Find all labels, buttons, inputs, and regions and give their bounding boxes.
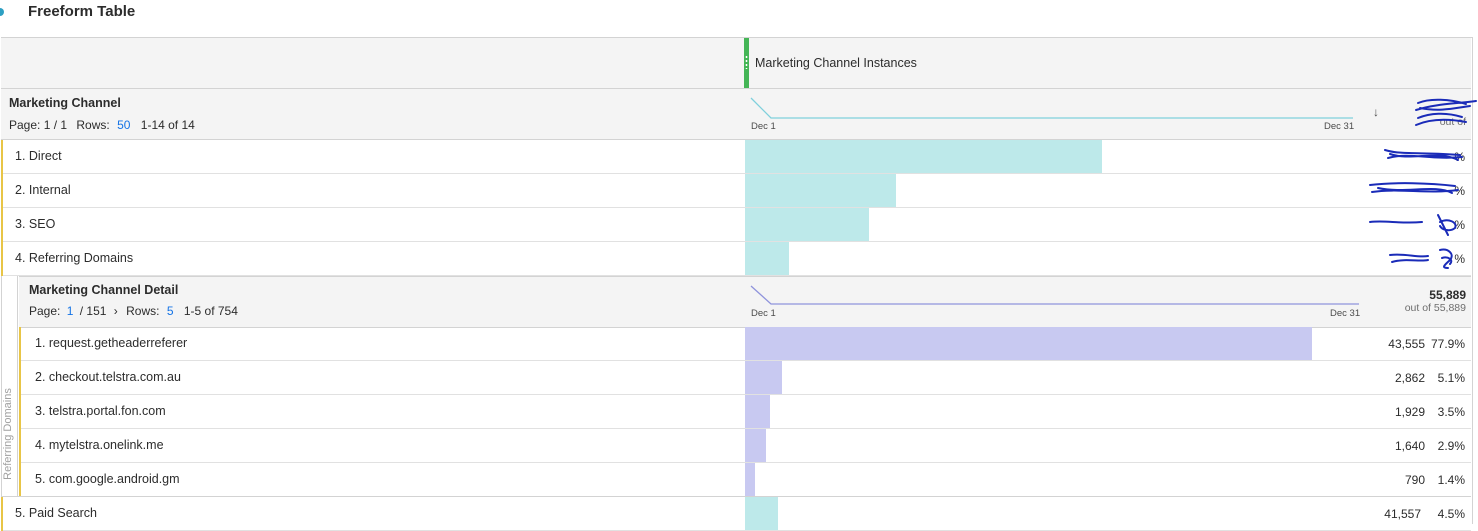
column-drag-handle[interactable]: [744, 38, 749, 88]
row-percent: 3.5%: [1437, 405, 1465, 419]
dimension-title[interactable]: Marketing Channel: [9, 96, 121, 110]
row-marker: [19, 463, 21, 497]
row-value: 43,555: [1388, 337, 1425, 351]
breakdown-pager: Page: 1 / 151 › Rows: 5 1-5 of 754: [29, 304, 238, 318]
row-marker: [1, 242, 3, 276]
breakdown-header: [19, 276, 1471, 328]
row-label[interactable]: 3. SEO: [15, 217, 56, 231]
sort-descending-icon[interactable]: ↓: [1373, 105, 1379, 119]
row-bar: [745, 140, 1102, 173]
dimension-pager: Page: 1 / 1 Rows: 50 1-14 of 14: [9, 118, 195, 132]
breakdown-total-caption: out of 55,889: [1404, 302, 1466, 314]
row-percent: %: [1454, 252, 1465, 266]
row-bar: [745, 429, 766, 462]
table-row[interactable]: 4. Referring Domains%: [1, 242, 1471, 276]
row-percent: 2.9%: [1437, 439, 1465, 453]
row-bar: [745, 463, 755, 496]
breakdown-divider: [17, 276, 18, 496]
metric-header-label[interactable]: Marketing Channel Instances: [755, 56, 917, 70]
sparkline-start-label: Dec 1: [751, 121, 776, 132]
row-bar: [745, 395, 770, 428]
row-value: 2,862: [1394, 371, 1425, 385]
row-label[interactable]: 2. Internal: [15, 183, 71, 197]
panel-collapse-toggle[interactable]: [0, 8, 4, 16]
row-marker: [19, 395, 21, 429]
table-row[interactable]: 1. Direct%: [1, 140, 1471, 174]
row-value: 41,557: [1384, 507, 1421, 521]
row-label[interactable]: 4. Referring Domains: [15, 251, 134, 265]
sparkline-end-label: Dec 31: [1324, 121, 1355, 132]
row-label[interactable]: 1. request.getheaderreferer: [35, 336, 188, 350]
row-bar: [745, 327, 1312, 360]
row-marker: [1, 140, 3, 174]
rows-label: Rows:: [76, 118, 110, 132]
freeform-table: [1, 37, 1473, 524]
breakdown-page-label: Page:: [29, 304, 61, 318]
row-percent: %: [1454, 218, 1465, 232]
breakdown-row[interactable]: 3. telstra.portal.fon.com 1,929 3.5%: [19, 395, 1471, 429]
row-percent: 1.4%: [1437, 473, 1465, 487]
breakdown-total: 55,889: [1429, 288, 1466, 302]
row-bar: [745, 497, 778, 530]
breakdown-rows-select[interactable]: 5: [166, 304, 174, 318]
breakdown-parent-label: Referring Domains: [2, 388, 14, 480]
row-range: 1-14 of 14: [140, 118, 195, 132]
row-marker: [19, 361, 21, 395]
row-value: 1,929: [1394, 405, 1425, 419]
row-label[interactable]: 1. Direct: [15, 149, 62, 163]
row-label[interactable]: 5. com.google.android.gm: [35, 472, 180, 486]
row-percent: 5.1%: [1437, 371, 1465, 385]
row-marker: [1, 497, 3, 531]
column-header: [1, 38, 1471, 89]
metric-sparkline: [750, 97, 1353, 119]
row-label[interactable]: 5. Paid Search: [15, 506, 97, 520]
table-row[interactable]: 3. SEO%: [1, 208, 1471, 242]
row-label[interactable]: 3. telstra.portal.fon.com: [35, 404, 166, 418]
row-percent: 4.5%: [1437, 507, 1465, 521]
breakdown-rows-label: Rows:: [126, 304, 160, 318]
next-page-icon[interactable]: ›: [113, 304, 118, 318]
row-marker: [1, 174, 3, 208]
metric-total-caption: out of: [1380, 116, 1466, 128]
row-bar: [745, 174, 896, 207]
breakdown-row[interactable]: 4. mytelstra.onelink.me 1,640 2.9%: [19, 429, 1471, 463]
row-marker: [1, 208, 3, 242]
breakdown-page-total: / 151: [79, 304, 107, 318]
breakdown-row[interactable]: 5. com.google.android.gm 790 1.4%: [19, 463, 1471, 497]
breakdown-row[interactable]: 1. request.getheaderreferer 43,555 77.9%: [19, 327, 1471, 361]
breakdown-page-current[interactable]: 1: [66, 304, 74, 318]
row-bar: [745, 361, 782, 394]
row-bar: [745, 242, 789, 275]
breakdown-spark-end: Dec 31: [1330, 308, 1361, 319]
breakdown-row[interactable]: 2. checkout.telstra.com.au 2,862 5.1%: [19, 361, 1471, 395]
row-label[interactable]: 2. checkout.telstra.com.au: [35, 370, 181, 384]
breakdown-spark-start: Dec 1: [751, 308, 776, 319]
panel-title: Freeform Table: [28, 3, 136, 20]
rows-per-page-select[interactable]: 50: [117, 118, 131, 132]
row-percent: %: [1454, 150, 1465, 164]
breakdown-title[interactable]: Marketing Channel Detail: [29, 283, 179, 297]
row-value: 790: [1404, 473, 1425, 487]
dimension-header: [1, 89, 1471, 140]
breakdown-row-range: 1-5 of 754: [183, 304, 238, 318]
row-percent: %: [1454, 184, 1465, 198]
row-label[interactable]: 4. mytelstra.onelink.me: [35, 438, 164, 452]
breakdown-sparkline: [750, 285, 1359, 305]
table-row[interactable]: 2. Internal%: [1, 174, 1471, 208]
row-marker: [19, 327, 21, 361]
row-marker: [19, 429, 21, 463]
table-row[interactable]: 5. Paid Search 41,557 4.5%: [1, 496, 1471, 531]
row-percent: 77.9%: [1430, 337, 1465, 351]
row-value: 1,640: [1394, 439, 1425, 453]
row-bar: [745, 208, 869, 241]
page-indicator: Page: 1 / 1: [9, 118, 68, 132]
metric-total-prefix: out of: [1439, 116, 1466, 128]
